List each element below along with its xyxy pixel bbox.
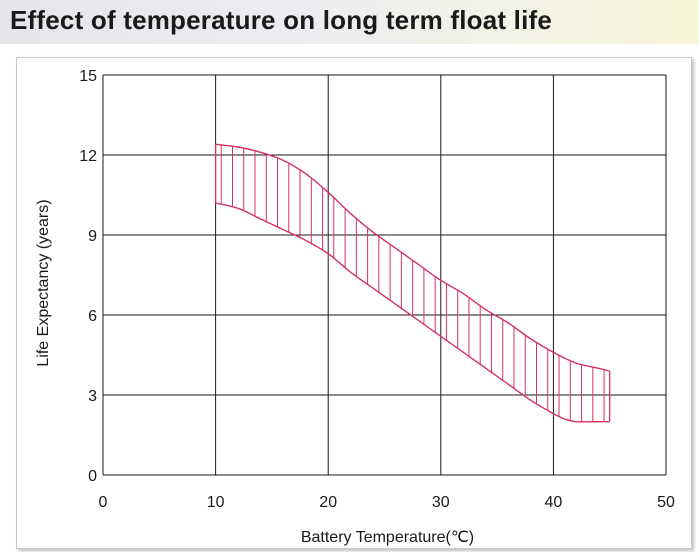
- x-tick-label: 50: [657, 494, 675, 511]
- x-tick-label: 30: [432, 494, 450, 511]
- y-tick-label: 12: [79, 148, 97, 165]
- page-title: Effect of temperature on long term float…: [10, 5, 553, 35]
- x-tick-label: 0: [99, 494, 108, 511]
- x-tick-label: 10: [207, 494, 225, 511]
- title-banner: Effect of temperature on long term float…: [0, 0, 699, 44]
- y-tick-label: 6: [88, 308, 97, 325]
- y-tick-label: 0: [88, 468, 97, 485]
- y-axis-title: Life Expectancy (years): [35, 199, 52, 366]
- x-axis-title: Battery Temperature(℃): [301, 529, 474, 546]
- chart-frame: [16, 57, 692, 549]
- y-tick-label: 3: [88, 388, 97, 405]
- y-tick-label: 9: [88, 228, 97, 245]
- y-tick-label: 15: [79, 68, 97, 85]
- x-tick-label: 40: [545, 494, 563, 511]
- lower-bound-line: [215, 202, 610, 423]
- x-tick-label: 20: [319, 494, 337, 511]
- upper-bound-line: [215, 143, 610, 372]
